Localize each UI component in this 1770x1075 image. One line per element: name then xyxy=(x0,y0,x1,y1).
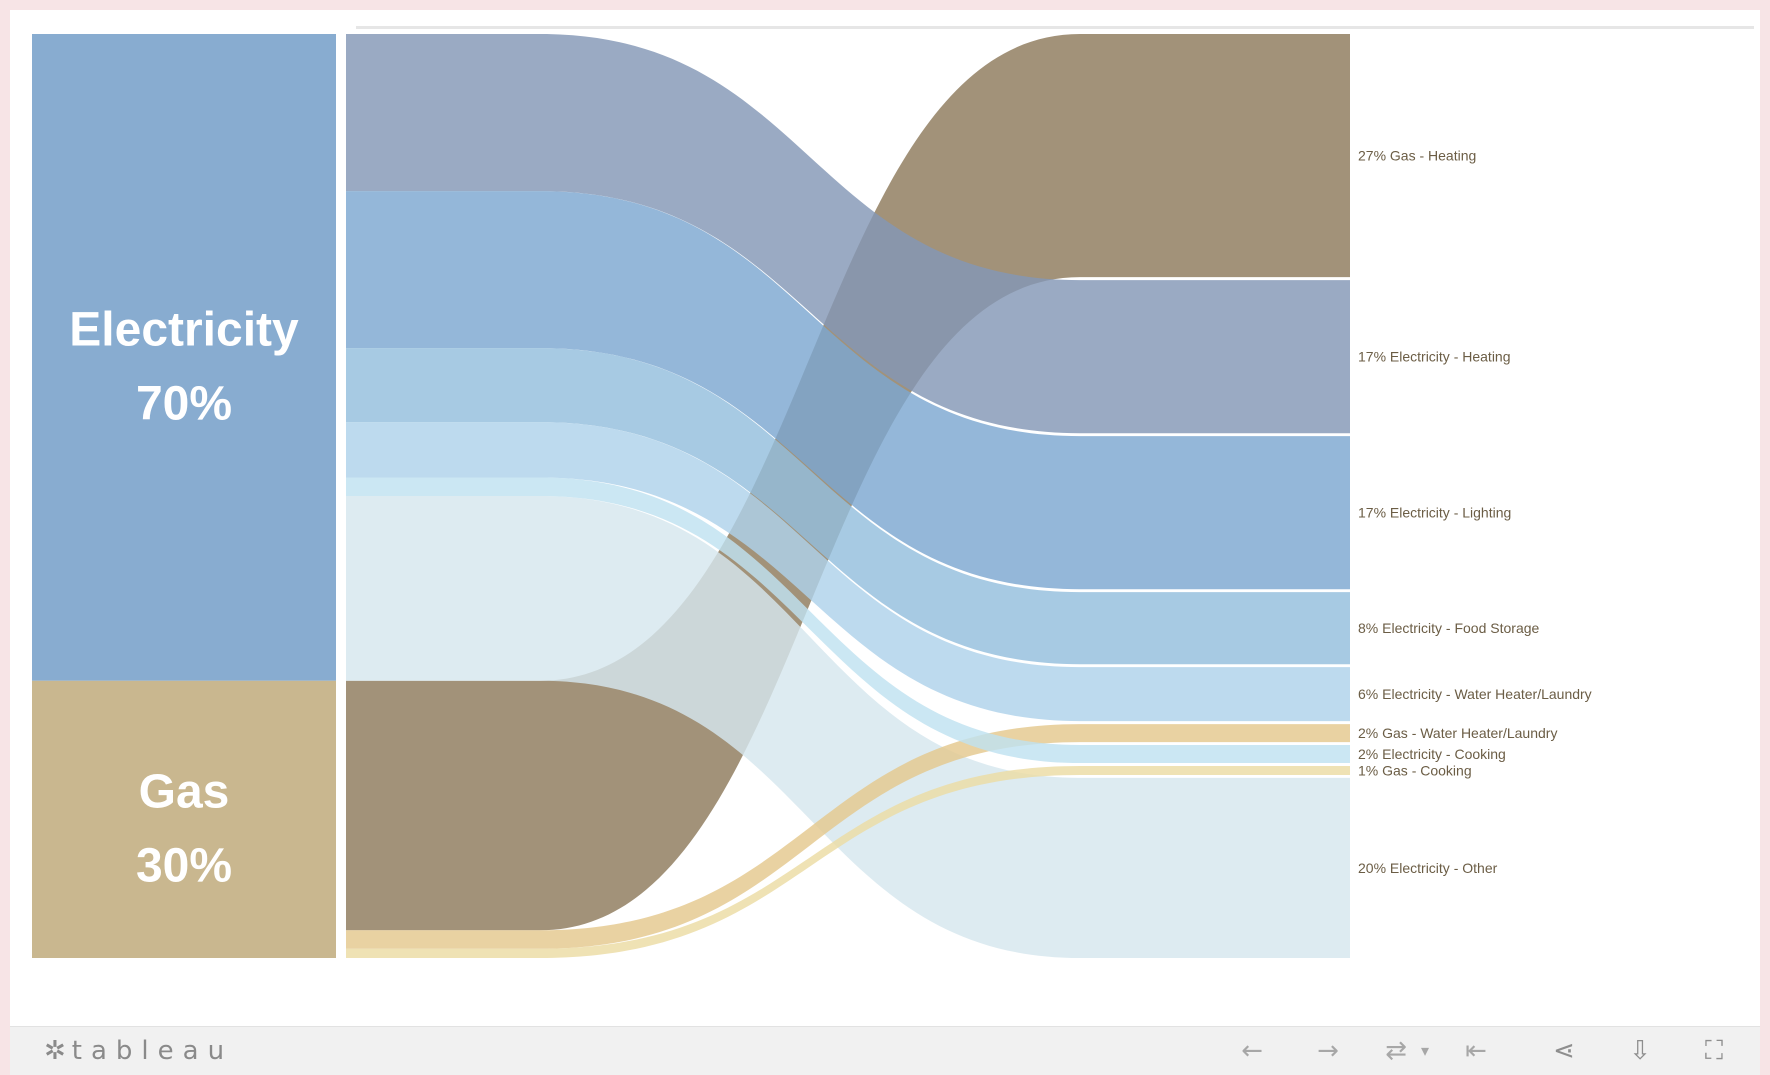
tableau-toolbar: ✲ tableau ← → ⇄ ▾ ⇤ ⋖ ⇩ ⛶ xyxy=(10,1026,1760,1075)
source-percent-label: 30% xyxy=(136,839,232,892)
revert-icon: ⇄ xyxy=(1385,1036,1407,1066)
reset-to-start-icon: ⇤ xyxy=(1465,1036,1487,1066)
sankey-chart: Electricity 70% Gas 30% 27% Gas - Heating 17%… xyxy=(32,34,1592,958)
redo-button[interactable]: → xyxy=(1308,1035,1348,1067)
revert-dropdown-button[interactable]: ▾ xyxy=(1414,1035,1436,1067)
dropdown-icon: ▾ xyxy=(1420,1041,1430,1060)
target-label-20-electricity-other: 20% Electricity - Other xyxy=(1358,860,1498,876)
dashboard-card: Electricity 70% Gas 30% 27% Gas - Heating 17%… xyxy=(10,10,1760,1075)
tableau-logo[interactable]: ✲ tableau xyxy=(44,1036,233,1066)
arrow-right-icon: → xyxy=(1317,1036,1339,1066)
download-button[interactable]: ⇩ xyxy=(1620,1035,1660,1067)
target-label-27-gas-heating: 27% Gas - Heating xyxy=(1358,148,1476,164)
undo-button[interactable]: ← xyxy=(1232,1035,1272,1067)
fullscreen-button[interactable]: ⛶ xyxy=(1694,1035,1734,1067)
target-label-2-electricity-cooking: 2% Electricity - Cooking xyxy=(1358,746,1506,762)
fullscreen-icon: ⛶ xyxy=(1704,1036,1724,1066)
arrow-left-icon: ← xyxy=(1241,1036,1263,1066)
source-percent-label: 70% xyxy=(136,377,232,430)
source-node-electricity xyxy=(32,34,336,681)
target-label-8-electricity-food-storage: 8% Electricity - Food Storage xyxy=(1358,620,1540,636)
flow-6-electricity-water-heater-laundry xyxy=(346,422,1350,722)
target-label-1-gas-cooking: 1% Gas - Cooking xyxy=(1358,762,1472,778)
tableau-logo-icon: ✲ xyxy=(44,1036,66,1066)
share-button[interactable]: ⋖ xyxy=(1544,1035,1584,1067)
target-label-17-electricity-heating: 17% Electricity - Heating xyxy=(1358,349,1511,365)
flow-20-electricity-other xyxy=(346,496,1350,958)
tableau-brand-text: tableau xyxy=(71,1036,234,1066)
divider xyxy=(356,26,1754,29)
source-name-label: Electricity xyxy=(69,303,299,356)
target-label-17-electricity-lighting: 17% Electricity - Lighting xyxy=(1358,505,1511,521)
share-icon: ⋖ xyxy=(1553,1036,1575,1066)
flow-8-electricity-food-storage xyxy=(346,348,1350,665)
reset-button[interactable]: ⇤ xyxy=(1456,1035,1496,1067)
target-label-2-gas-water-heater-laundry: 2% Gas - Water Heater/Laundry xyxy=(1358,725,1557,741)
source-name-label: Gas xyxy=(139,765,230,818)
flow-17-electricity-heating xyxy=(346,34,1350,434)
revert-button[interactable]: ⇄ xyxy=(1376,1035,1416,1067)
flow-17-electricity-lighting xyxy=(346,191,1350,590)
target-label-6-electricity-water-heater-laundry: 6% Electricity - Water Heater/Laundry xyxy=(1358,686,1592,702)
source-node-gas xyxy=(32,680,336,958)
download-icon: ⇩ xyxy=(1629,1036,1651,1066)
